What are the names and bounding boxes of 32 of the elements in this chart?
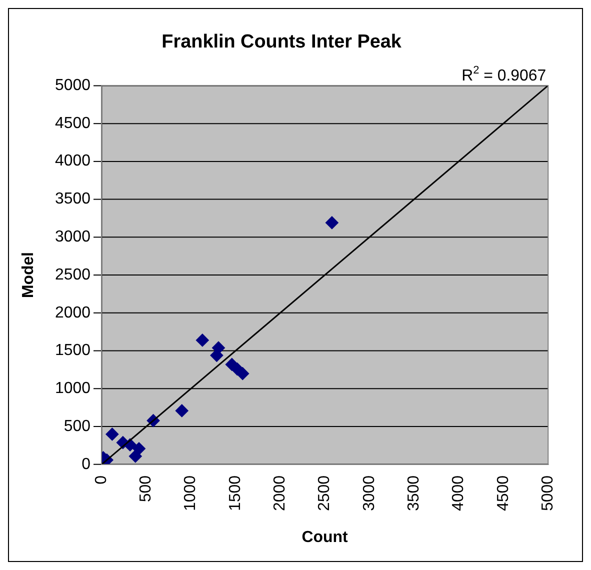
point (132, 442, 146, 456)
point (106, 428, 119, 441)
y-tick-label: 500 (64, 418, 91, 436)
point (236, 367, 250, 380)
x-tick-label: 4500 (494, 475, 512, 511)
y-tick-label: 1000 (55, 380, 91, 398)
y-tick-label: 4500 (55, 114, 91, 132)
x-axis-title: Count (302, 528, 348, 546)
y-tick-label: 0 (82, 456, 91, 473)
x-tick-label: 2500 (316, 475, 334, 511)
point (196, 334, 209, 347)
y-axis-title: Model (20, 252, 37, 298)
x-tick-label: 1500 (226, 475, 244, 511)
x-tick-label: 0 (92, 475, 110, 484)
y-tick-label: 3500 (55, 190, 91, 208)
x-tick-label: 1000 (182, 475, 200, 511)
y-tick-label: 2500 (55, 266, 91, 284)
x-tick-label: 5000 (540, 475, 557, 511)
y-tick-label: 2000 (55, 304, 91, 322)
x-tick-label: 3000 (360, 475, 378, 511)
point (325, 216, 338, 230)
x-tick-label: 3500 (406, 475, 423, 511)
y-tick-label: 5000 (55, 76, 91, 94)
point (175, 404, 188, 418)
x-tick-label: 2000 (272, 475, 289, 511)
y-tick-label: 3000 (55, 228, 91, 246)
x-tick-label: 500 (138, 475, 155, 502)
y-tick-label: 4000 (55, 152, 91, 170)
y-tick-label: 1500 (55, 342, 91, 360)
x-tick-label: 4000 (450, 475, 468, 511)
chart-title: Franklin Counts Inter Peak (162, 31, 402, 52)
point (212, 341, 225, 354)
